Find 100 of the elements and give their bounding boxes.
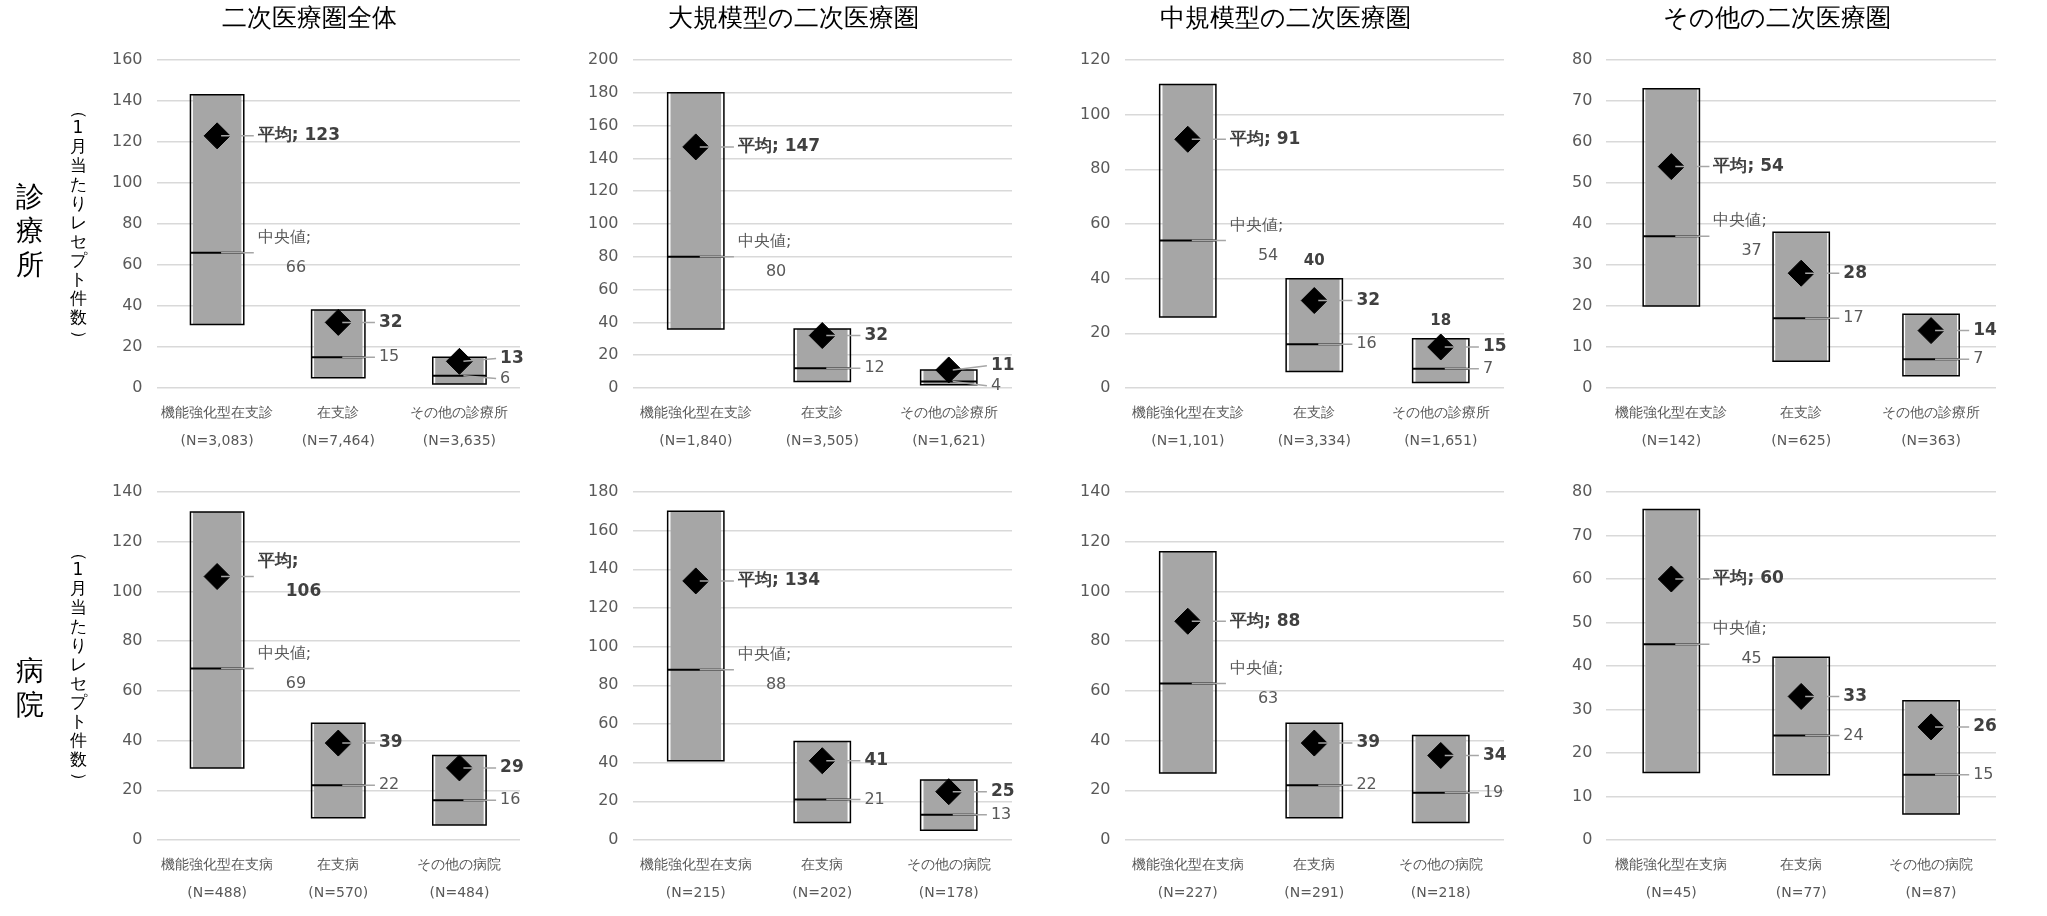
y-tick-label: 20 [1572,742,1593,762]
y-tick-label: 80 [1090,630,1111,650]
data-label: 平均; 91 [1228,127,1301,148]
x-tick-label: 機能強化型在支診 (N=1,840) [639,403,752,448]
y-tick-label: 80 [598,245,619,265]
y-tick-label: 80 [1572,481,1593,501]
y-tick-label: 60 [598,278,619,298]
data-label: 平均; 147 [736,135,821,156]
x-tick-label: 在支診 (N=3,334) [1277,403,1351,448]
data-label: 39 [378,731,403,752]
data-label: 29 [500,756,524,777]
y-tick-label: 160 [587,114,619,134]
y-tick-label: 120 [111,131,143,151]
y-tick-label: 100 [587,213,619,233]
y-tick-label: 0 [1582,829,1593,849]
data-label: 平均; 60 [1712,567,1784,588]
y-tick-label: 20 [122,779,143,799]
y-tick-label: 100 [1079,580,1111,600]
y-tick-label: 40 [598,751,619,771]
y-tick-label: 80 [598,674,619,694]
x-tick-label: その他の診療所 (N=363) [1882,403,1981,448]
annotation: 24 [1843,724,1864,744]
y-tick-label: 100 [587,635,619,655]
y-tick-label: 60 [1572,568,1593,588]
data-label: 34 [1482,743,1507,764]
data-label: 平均; 106 [256,549,322,600]
y-tick-label: 80 [1090,158,1111,178]
y-tick-label: 0 [608,829,619,849]
annotation: 13 [990,804,1012,824]
annotation: 中央値; 88 [737,644,792,694]
y-tick-label: 30 [1572,254,1593,274]
y-tick-label: 0 [1582,377,1593,397]
y-tick-label: 20 [598,790,619,810]
annotation: 17 [1843,307,1864,327]
y-tick-label: 40 [122,295,143,315]
y-tick-label: 160 [111,49,143,69]
y-tick-label: 80 [1572,49,1593,69]
data-label: 14 [1973,319,1998,340]
y-tick-label: 140 [1079,481,1111,501]
data-label: 11 [990,354,1015,375]
x-tick-label: 機能強化型在支病 (N=45) [1615,855,1728,900]
chart-title: 二次医療圏全体 [221,2,397,32]
y-tick-label: 80 [122,630,143,650]
y-tick-label: 20 [1572,295,1593,315]
y-tick-label: 140 [587,147,619,167]
y-tick-label: 10 [1572,336,1593,356]
x-tick-label: その他の病院 (N=484) [417,855,502,900]
y-tick-label: 0 [1100,829,1111,849]
x-tick-label: 機能強化型在支病 (N=488) [161,855,274,900]
y-tick-label: 160 [587,519,619,539]
annotation: 15 [378,346,400,366]
y-tick-label: 20 [122,336,143,356]
annotation: 中央値; 54 [1229,214,1284,264]
annotation: 中央値; 69 [257,642,312,692]
annotation: 40 [1303,251,1325,270]
y-tick-label: 60 [598,713,619,733]
y-tick-label: 0 [1100,377,1111,397]
annotation: 6 [500,367,511,387]
annotation: 19 [1482,781,1504,801]
x-tick-label: 機能強化型在支診 (N=3,083) [161,403,274,448]
annotation: 22 [378,774,400,794]
y-tick-label: 20 [598,344,619,364]
y-tick-label: 40 [1572,213,1593,233]
y-tick-label: 120 [587,597,619,617]
y-tick-label: 60 [122,254,143,274]
text: 病院 [16,654,44,722]
chart-title: その他の二次医療圏 [1663,2,1891,32]
y-tick-label: 120 [111,530,143,550]
y-tick-label: 40 [122,729,143,749]
data-label: 32 [1356,288,1381,309]
y-tick-label: 70 [1572,90,1593,110]
data-label: 39 [1356,731,1381,752]
y-tick-label: 20 [1090,779,1111,799]
y-tick-label: 120 [587,180,619,200]
y-tick-label: 0 [132,829,143,849]
y-tick-label: 0 [608,377,619,397]
y-tick-label: 40 [1572,655,1593,675]
y-tick-label: 60 [1090,213,1111,233]
y-tick-label: 60 [1572,131,1593,151]
x-tick-label: 在支診 (N=7,464) [301,403,375,448]
x-tick-label: 在支診 (N=625) [1771,403,1832,448]
x-tick-label: 在支診 (N=3,505) [785,403,859,448]
data-label: 25 [990,780,1015,801]
data-label: 平均; 123 [256,124,340,145]
y-tick-label: 70 [1572,524,1593,544]
annotation: 7 [1482,358,1494,378]
annotation: 22 [1356,774,1377,794]
annotation: 21 [864,788,885,808]
x-tick-label: その他の診療所 (N=3,635) [410,403,509,448]
y-tick-label: 100 [111,580,143,600]
y-tick-label: 100 [111,172,143,192]
annotation: 中央値; 37 [1713,210,1767,260]
x-tick-label: その他の診療所 (N=1,621) [899,403,998,448]
data-label: 41 [864,749,889,770]
y-tick-label: 50 [1572,172,1593,192]
y-tick-label: 60 [122,680,143,700]
x-tick-label: その他の診療所 (N=1,651) [1391,403,1490,448]
data-label: 15 [1482,335,1507,356]
data-label: 32 [378,310,403,331]
annotation: 16 [500,789,521,809]
